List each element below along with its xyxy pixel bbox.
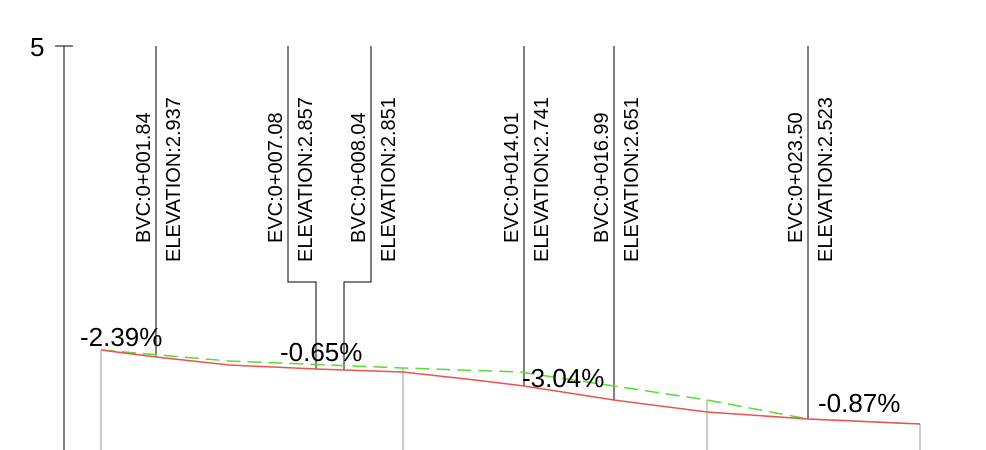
profile-line xyxy=(101,350,920,424)
station-label: BVC:0+008.04 xyxy=(348,112,370,243)
elevation-label: ELEVATION:2.857 xyxy=(295,97,317,262)
tangent-line xyxy=(101,350,920,424)
grade-label: -2.39% xyxy=(80,322,162,352)
station-label: EVC:0+023.50 xyxy=(785,112,807,243)
axis-tick-label: 5 xyxy=(30,32,44,62)
station-label: EVC:0+007.08 xyxy=(265,112,287,243)
grade-label: -0.65% xyxy=(280,337,362,367)
station-label: BVC:0+016.99 xyxy=(591,112,613,243)
elevation-label: ELEVATION:2.741 xyxy=(531,97,553,262)
station-label: EVC:0+014.01 xyxy=(501,112,523,243)
elevation-label: ELEVATION:2.937 xyxy=(163,97,185,262)
grade-label: -3.04% xyxy=(522,363,604,393)
elevation-label: ELEVATION:2.851 xyxy=(378,97,400,262)
elevation-label: ELEVATION:2.523 xyxy=(815,97,837,262)
grade-label: -0.87% xyxy=(818,388,900,418)
elevation-label: ELEVATION:2.651 xyxy=(621,97,643,262)
station-label: BVC:0+001.84 xyxy=(133,112,155,243)
